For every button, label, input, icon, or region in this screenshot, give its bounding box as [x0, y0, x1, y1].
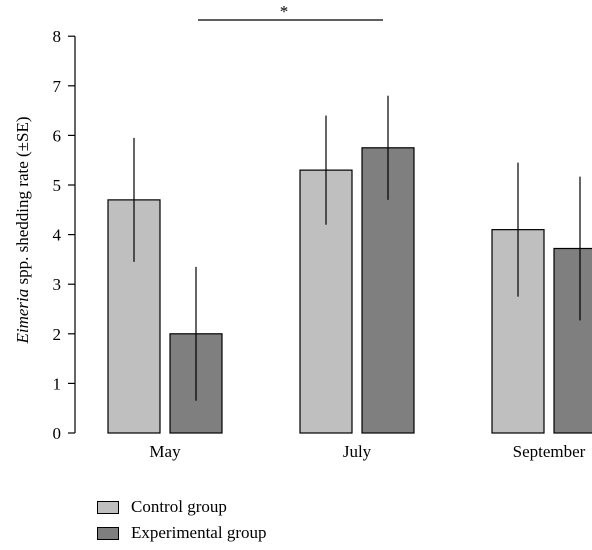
y-axis-label-rest: spp. shedding rate (±SE): [13, 116, 32, 289]
legend-item-experimental: Experimental group: [97, 520, 267, 546]
legend-label-experimental: Experimental group: [131, 523, 267, 542]
y-axis-label: Eimeria spp. shedding rate (±SE): [13, 70, 33, 390]
x-tick-labels: May July September: [149, 442, 585, 461]
x-tick-label-july: July: [343, 442, 372, 461]
x-tick-label-september: September: [513, 442, 586, 461]
y-tick-label: 1: [53, 374, 62, 393]
significance-label: *: [279, 2, 289, 21]
bar-experimental-september: [553, 247, 592, 434]
legend-swatch-experimental: [97, 526, 119, 540]
error-bars: [133, 95, 581, 401]
bars: [107, 147, 592, 434]
legend: Control group Experimental group: [97, 494, 267, 546]
legend-label-control: Control group: [131, 497, 227, 516]
y-axis-label-italic: Eimeria: [13, 288, 32, 344]
y-axis: 0 1 2 3 4 5 6 7 8: [53, 27, 76, 443]
y-tick-label: 0: [53, 424, 62, 443]
x-tick-label-may: May: [149, 442, 181, 461]
y-tick-label: 5: [53, 176, 62, 195]
legend-item-control: Control group: [97, 494, 267, 520]
legend-swatch-control: [97, 500, 119, 514]
y-tick-label: 6: [53, 126, 62, 145]
y-tick-label: 4: [53, 226, 62, 245]
y-tick-label: 8: [53, 27, 62, 46]
y-tick-label: 3: [53, 275, 62, 294]
bar-control-july: [299, 169, 353, 434]
y-tick-label: 7: [53, 77, 62, 96]
y-tick-label: 2: [53, 325, 62, 344]
